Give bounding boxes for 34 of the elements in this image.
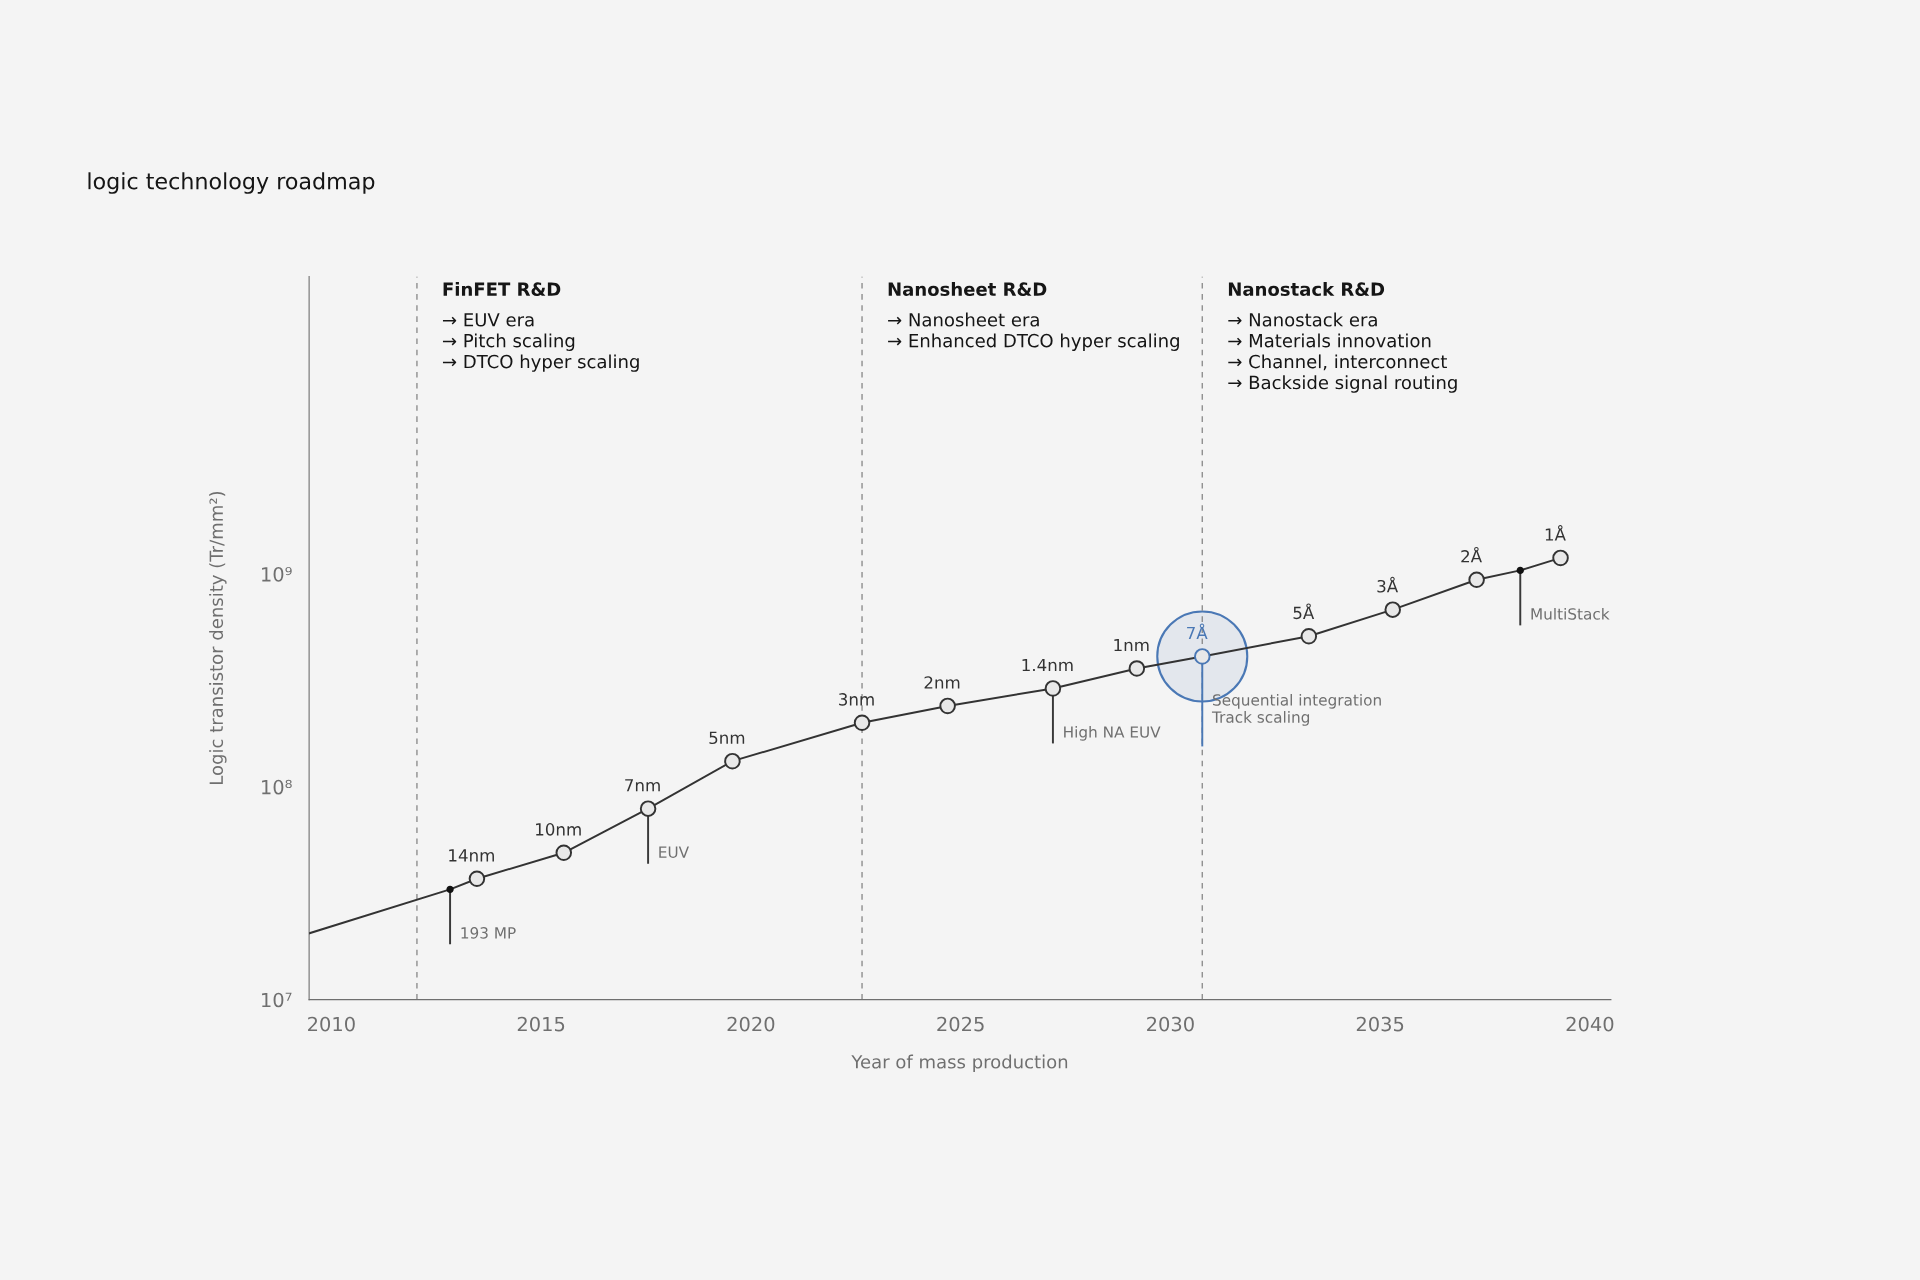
ref-line-label: FinFET R&D → EUV era → Pitch scaling → DTCO hyper scaling — [442, 282, 639, 372]
annotation: 10nm — [536, 823, 581, 836]
annotation: EUV — [659, 846, 689, 858]
x-tick-label: 2025 — [937, 1016, 984, 1032]
annotation: 193 MP — [461, 927, 516, 939]
chart-title: logic technology roadmap — [88, 172, 375, 194]
annotation: 7Å — [1187, 623, 1208, 640]
x-tick-label: 2010 — [308, 1016, 355, 1032]
y-tick-label: 10⁹ — [262, 566, 292, 582]
y-tick-label: 10⁸ — [262, 779, 292, 795]
annotation: 1nm — [1114, 638, 1149, 652]
y-tick-label: 10⁷ — [262, 992, 292, 1008]
annotation: Sequential integration Track scaling — [1211, 693, 1381, 726]
annotation: 2Å — [1461, 546, 1482, 563]
annotation: 7nm — [625, 779, 660, 792]
annotation: High NA EUV — [1064, 725, 1161, 741]
x-tick-label: 2020 — [727, 1016, 775, 1032]
annotation: 1Å — [1545, 525, 1566, 541]
annotation: 2nm — [924, 676, 960, 689]
ref-line-label: Nanosheet R&D → Nanosheet era → Enhanced DTCO hyper scaling — [888, 282, 1179, 351]
annotation: MultiStack — [1531, 607, 1610, 620]
x-axis-title: Year of mass production — [851, 1054, 1068, 1073]
x-tick-label: 2015 — [517, 1016, 565, 1032]
x-tick-label: 2030 — [1147, 1016, 1194, 1032]
annotation: 5Å — [1293, 603, 1315, 620]
y-axis-title: Logic transistor density (Tr/mm²) — [209, 491, 227, 784]
x-tick-label: 2040 — [1566, 1016, 1614, 1032]
annotation: 5nm — [709, 731, 745, 745]
ref-line-label: Nanostack R&D → Nanostack era → Materials innovation → Channel, interconnect → Backside signal routing — [1228, 282, 1457, 393]
annotation: 3nm — [839, 693, 874, 706]
x-tick-label: 2035 — [1356, 1016, 1404, 1032]
annotation: 1.4nm — [1022, 658, 1073, 672]
annotation: 14nm — [449, 849, 494, 862]
annotation: 3Å — [1377, 576, 1399, 593]
